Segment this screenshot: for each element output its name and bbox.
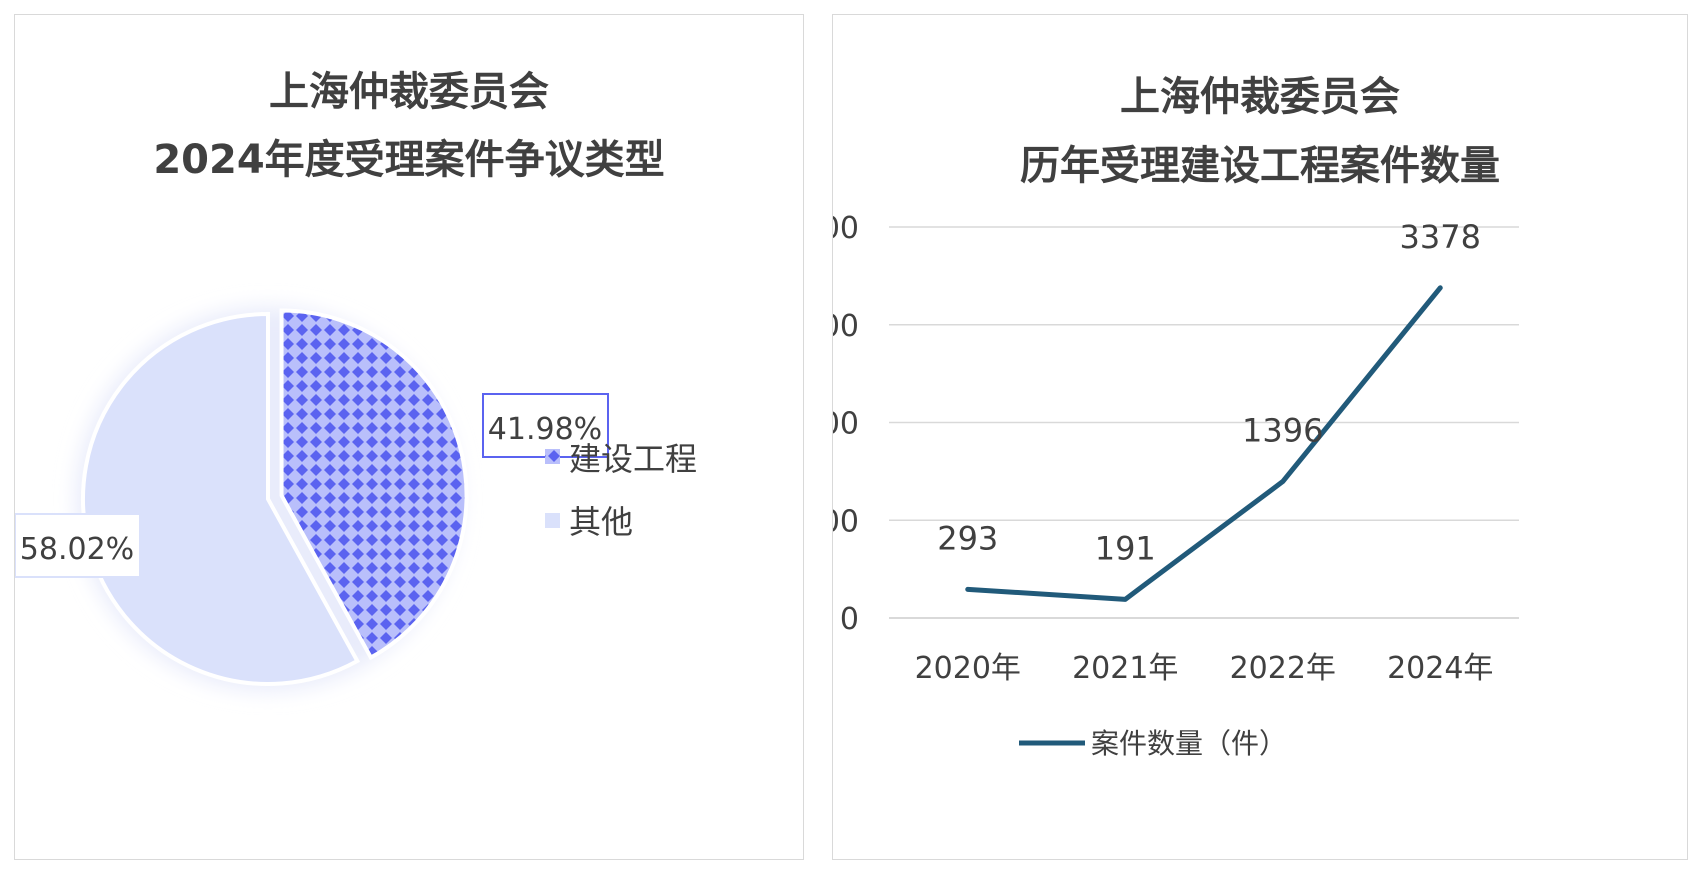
line-chart-title: 上海仲裁委员会 [1120, 74, 1400, 120]
data-label-box-construction [482, 393, 609, 458]
line-chart-panel: 上海仲裁委员会 历年受理建设工程案件数量 0 1000 2000 3000 4000 2… [832, 14, 1688, 860]
data-labels: 293 191 1396 3378 [937, 218, 1481, 568]
legend-label-other: 其他 [569, 503, 633, 541]
pie-chart-panel: 上海仲裁委员会 2024年度受理案件争议类型 41.98% 58.02% 建设工… [14, 14, 804, 860]
legend-label: 案件数量（件） [1091, 727, 1287, 760]
pie-chart-subtitle: 2024年度受理案件争议类型 [153, 137, 665, 183]
x-tick-label: 2020年 [915, 651, 1021, 686]
line-legend: 案件数量（件） [1019, 727, 1287, 760]
y-axis-ticks: 0 1000 2000 3000 4000 [833, 211, 859, 637]
data-label-box-other [15, 513, 141, 578]
y-tick-label: 4000 [833, 211, 859, 246]
data-label: 293 [937, 519, 998, 557]
line-chart: 0 1000 2000 3000 4000 2020年 2021年 2022年 2024年 2… [833, 211, 1519, 760]
data-label: 191 [1095, 529, 1156, 567]
x-tick-label: 2021年 [1072, 651, 1178, 686]
legend-swatch-construction [545, 449, 560, 464]
y-tick-label: 2000 [833, 407, 859, 442]
series-line [965, 285, 1443, 602]
pie-slice-construction [279, 308, 469, 661]
x-tick-label: 2022年 [1230, 651, 1336, 686]
y-tick-label: 0 [840, 602, 859, 637]
gridlines [889, 226, 1519, 619]
x-tick-label: 2024年 [1387, 651, 1493, 686]
pie-legend: 建设工程 其他 [545, 440, 697, 541]
legend-label-construction: 建设工程 [569, 440, 697, 478]
data-label: 1396 [1242, 412, 1323, 450]
data-label-other: 58.02% [20, 532, 134, 567]
y-tick-label: 3000 [833, 309, 859, 344]
pie-chart-title: 上海仲裁委员会 [269, 69, 549, 115]
x-axis-ticks: 2020年 2021年 2022年 2024年 [915, 651, 1494, 686]
legend-swatch-other [545, 513, 560, 528]
line-chart-subtitle: 历年受理建设工程案件数量 [1020, 143, 1500, 189]
pie-chart: 41.98% 58.02% 建设工程 其他 [15, 307, 697, 691]
y-tick-label: 1000 [833, 504, 859, 539]
data-label: 3378 [1400, 218, 1481, 256]
data-label-construction: 41.98% [488, 412, 602, 447]
